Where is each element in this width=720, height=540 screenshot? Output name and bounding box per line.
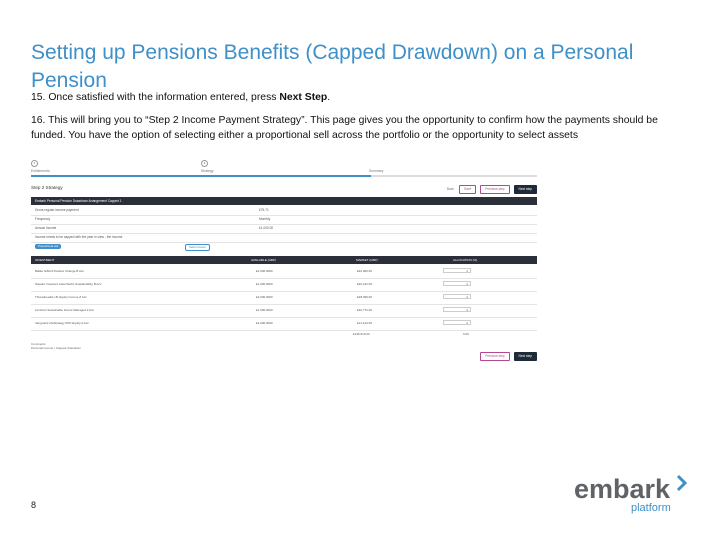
investment-name: Stewart Investors Asia Pacific Sustainab… <box>35 282 102 286</box>
step-3-label: Summary <box>369 169 384 173</box>
info-label: Frequency <box>35 217 51 221</box>
total-allocation: 0.00 <box>463 332 469 336</box>
page-title: Setting up Pensions Benefits (Capped Dra… <box>31 41 634 93</box>
progress-stepper: 1 Entitlements 2 Strategy 3 Summary <box>31 156 537 178</box>
back-button[interactable]: Back <box>445 186 455 193</box>
bottom-button-group: Previous step Next step <box>480 352 537 361</box>
save-button[interactable]: Save <box>458 185 477 194</box>
embedded-screenshot: 1 Entitlements 2 Strategy 3 Summary Step… <box>31 156 537 366</box>
arrangement-header: Embark Personal Pension Drawdown Arrange… <box>31 197 537 205</box>
previous-step-button[interactable]: Previous step <box>480 185 510 194</box>
info-label: Gross regular income payment <box>35 208 79 212</box>
col-market: MARKET (GBP) <box>356 258 378 262</box>
embark-platform-logo: embark platform <box>574 474 688 514</box>
instruction-step-16: 16. This will bring you to “Step 2 Incom… <box>31 115 658 141</box>
stepper-step-2[interactable]: 2 Strategy <box>201 160 361 173</box>
investment-name: Vanguard LifeStrategy 60% Equity A Acc <box>35 321 89 325</box>
top-button-group: Back Save Previous step Next step <box>445 185 537 194</box>
allocation-input[interactable]: 0 <box>443 281 471 286</box>
step-15-prefix: 15. Once satisfied with the information … <box>31 92 280 103</box>
info-row-annual: Annual Income £1,000.00 <box>31 224 537 234</box>
next-step-emphasis: Next Step <box>279 92 328 103</box>
info-value: Monthly <box>259 217 271 221</box>
col-investment: INVESTMENT <box>35 258 55 262</box>
previous-step-button[interactable]: Previous step <box>480 352 510 361</box>
comments-text: Personal income / Capped drawdown <box>31 346 81 350</box>
step-1-label: Entitlements <box>31 169 50 173</box>
available-value: £1,000.0000 <box>256 269 273 273</box>
table-row: Stewart Investors Asia Pacific Sustainab… <box>31 277 537 292</box>
progress-bar-remaining <box>371 175 537 177</box>
total-market-value: £145,516.00 <box>353 332 370 336</box>
stepper-step-1[interactable]: 1 Entitlements <box>31 160 191 173</box>
table-row: Threadneedle UK Equity Income Z Acc £2,0… <box>31 290 537 305</box>
allocation-input[interactable]: 0 <box>443 307 471 312</box>
next-step-button[interactable]: Next step <box>513 185 537 194</box>
available-value: £1,000.0000 <box>256 282 273 286</box>
step-2-number: 2 <box>201 160 208 167</box>
info-value: £1,000.00 <box>259 226 274 230</box>
page-number: 8 <box>31 500 37 510</box>
col-allocation: ALLOCATION (%) <box>453 258 478 262</box>
table-row: Vanguard LifeStrategy 60% Equity A Acc £… <box>31 316 537 331</box>
info-row-frequency: Frequency Monthly <box>31 215 537 225</box>
table-row: Liontrust Sustainable Future Managed 2 A… <box>31 303 537 318</box>
allocation-input[interactable]: 0 <box>443 320 471 325</box>
progress-bar-complete <box>31 175 371 177</box>
step-2-label: Strategy <box>201 169 214 173</box>
investment-name: Baillie Gifford Positive Change B Acc <box>35 269 84 273</box>
select-assets-option[interactable]: Select Assets <box>185 244 210 251</box>
section-title: Step 2 Strategy <box>31 185 63 190</box>
investment-table-header: INVESTMENT AVAILABLE (GBP) MARKET (GBP) … <box>31 256 537 264</box>
instruction-step-15: 15. Once satisfied with the information … <box>31 90 691 105</box>
available-value: £1,000.0000 <box>256 308 273 312</box>
sell-method-toggle: Proportional sell Select Assets <box>31 242 537 251</box>
table-totals-row: £145,516.00 0.00 <box>31 330 537 338</box>
market-value: £14,123.00 <box>357 321 373 325</box>
market-value: £32,000.00 <box>357 269 373 273</box>
investment-name: Threadneedle UK Equity Income Z Acc <box>35 295 87 299</box>
chevron-right-icon <box>676 474 688 492</box>
step-15-suffix: . <box>327 92 331 103</box>
step-1-number: 1 <box>31 160 38 167</box>
logo-subword: platform <box>631 502 671 514</box>
logo-word: embark <box>574 474 671 504</box>
comments-note: Comments Personal income / Capped drawdo… <box>31 342 81 350</box>
market-value: £30,122.00 <box>357 282 373 286</box>
proportional-sell-option[interactable]: Proportional sell <box>35 244 62 249</box>
market-value: £28,499.00 <box>357 295 373 299</box>
info-label: Income needs to be capped with the year … <box>35 235 123 239</box>
comments-label: Comments <box>31 342 46 346</box>
col-available: AVAILABLE (GBP) <box>251 258 276 262</box>
info-row-cap: Income needs to be capped with the year … <box>31 233 537 243</box>
available-value: £2,000.0000 <box>256 295 273 299</box>
table-row: Baillie Gifford Positive Change B Acc £1… <box>31 264 537 279</box>
info-value: £76.71 <box>259 208 269 212</box>
available-value: £2,000.0000 <box>256 321 273 325</box>
next-step-button[interactable]: Next step <box>513 352 537 361</box>
stepper-step-3[interactable]: 3 Summary <box>369 160 529 173</box>
allocation-input[interactable]: 0 <box>443 268 471 273</box>
allocation-input[interactable]: 0 <box>443 294 471 299</box>
market-value: £40,772.00 <box>357 308 373 312</box>
info-label: Annual Income <box>35 226 57 230</box>
info-row-income: Gross regular income payment £76.71 <box>31 206 537 216</box>
investment-name: Liontrust Sustainable Future Managed 2 A… <box>35 308 95 312</box>
